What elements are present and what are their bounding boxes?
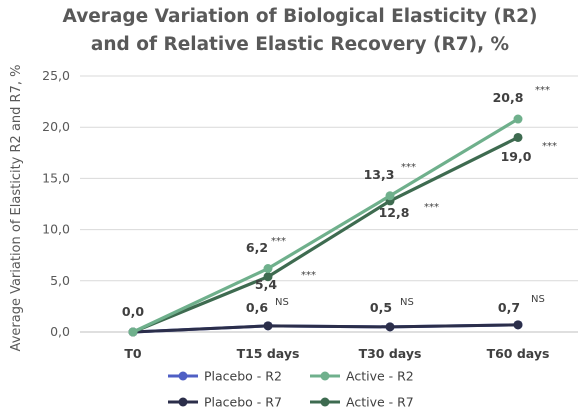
legend-swatch-marker <box>178 397 188 407</box>
data-labels: 0,0 0,6 0,5 0,7 6,2 5,4 13,3 12,8 20,8 1… <box>122 90 532 319</box>
x-tick-label: T15 days <box>237 346 300 361</box>
significance-mark: *** <box>301 270 316 281</box>
series-lines <box>128 114 523 337</box>
series-marker <box>263 321 273 331</box>
significance-mark: NS <box>400 297 414 308</box>
y-tick-label: 10,0 <box>42 222 70 237</box>
significance-labels: NS NS NS *** *** *** *** *** *** <box>271 85 557 308</box>
data-label: 0,7 <box>498 300 520 315</box>
y-tick-label: 0,0 <box>50 324 70 339</box>
x-tick-label: T0 <box>124 346 142 361</box>
legend: Placebo - R2 Active - R2 Placebo - R7 Ac… <box>168 369 414 410</box>
series-marker <box>385 322 395 332</box>
series-marker <box>128 327 138 337</box>
series-marker <box>263 264 273 274</box>
data-label: 0,5 <box>370 300 392 315</box>
y-tick-label: 5,0 <box>50 273 70 288</box>
significance-mark: *** <box>424 202 439 213</box>
x-axis-ticks: T0 T15 days T30 days T60 days <box>124 346 549 361</box>
chart-title-line2: and of Relative Elastic Recovery (R7), % <box>91 34 509 55</box>
x-tick-label: T30 days <box>359 346 422 361</box>
data-label: 12,8 <box>379 205 410 220</box>
y-tick-label: 15,0 <box>42 170 70 185</box>
data-label: 0,6 <box>246 300 268 315</box>
legend-label: Active - R2 <box>346 369 414 384</box>
significance-mark: *** <box>401 162 416 173</box>
data-label: 0,0 <box>122 304 144 319</box>
legend-swatch-marker <box>320 397 330 407</box>
data-label: 13,3 <box>364 167 395 182</box>
series-marker <box>513 114 523 124</box>
significance-mark: *** <box>535 85 550 96</box>
series-marker <box>513 320 523 330</box>
series-marker <box>385 191 395 201</box>
legend-item-placebo-r2: Placebo - R2 <box>168 369 282 384</box>
series-marker <box>263 272 273 282</box>
legend-item-active-r7: Active - R7 <box>310 395 414 410</box>
significance-mark: *** <box>271 236 286 247</box>
gridlines <box>80 75 578 333</box>
legend-item-placebo-r7: Placebo - R7 <box>168 395 282 410</box>
significance-mark: *** <box>542 141 557 152</box>
legend-swatch-marker <box>178 371 188 381</box>
legend-label: Placebo - R2 <box>204 369 282 384</box>
y-axis-ticks: 0,0 5,0 10,0 15,0 20,0 25,0 <box>42 68 70 339</box>
legend-label: Placebo - R7 <box>204 395 282 410</box>
significance-mark: NS <box>531 294 545 305</box>
data-label: 5,4 <box>255 277 277 292</box>
series-line <box>132 136 519 334</box>
series-marker <box>513 132 523 142</box>
legend-item-active-r2: Active - R2 <box>310 369 414 384</box>
x-tick-label: T60 days <box>487 346 550 361</box>
legend-swatch-marker <box>320 371 330 381</box>
series-line <box>132 323 519 334</box>
legend-label: Active - R7 <box>346 395 414 410</box>
significance-mark: NS <box>275 297 289 308</box>
series-line <box>132 117 519 334</box>
data-label: 20,8 <box>493 90 524 105</box>
y-tick-label: 25,0 <box>42 68 70 83</box>
chart-title-line1: Average Variation of Biological Elastici… <box>63 6 538 27</box>
y-tick-label: 20,0 <box>42 119 70 134</box>
data-label: 6,2 <box>246 240 268 255</box>
y-axis-label: Average Variation of Elasticity R2 and R… <box>9 65 24 352</box>
data-label: 19,0 <box>501 149 532 164</box>
